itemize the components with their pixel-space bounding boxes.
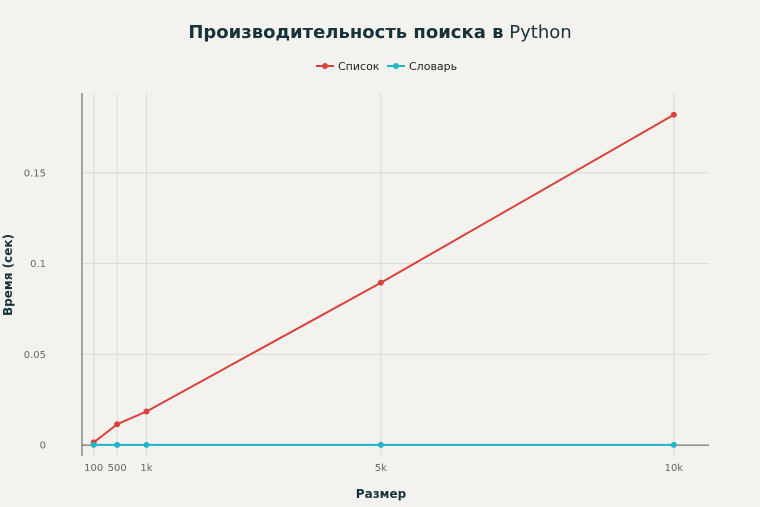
series-layer [90,111,677,448]
y-tick-label: 0.15 [24,168,46,179]
data-point [143,441,150,448]
chart-title: Производительность поиска в Python [188,22,571,43]
x-tick-label: 10k [665,463,684,474]
tick-labels: 100 500 1k 5k 10k 0 0.05 0.1 0.15 [24,168,684,474]
chart-title-normal: Python [509,22,571,43]
y-axis-title: Время (сек) [1,234,15,316]
y-tick-label: 0.05 [24,350,46,361]
data-point [90,441,97,448]
legend-marker [393,63,399,69]
series-line-1 [93,113,675,444]
grid [82,93,709,456]
x-axis-title: Размер [356,487,407,501]
x-tick-label: 1k [140,463,152,474]
data-point [670,111,677,118]
x-tick-label: 100 [84,463,103,474]
data-point [143,408,150,415]
chart-title-bold: Производительность поиска в [188,22,503,43]
x-tick-label: 5k [375,463,387,474]
legend: Список Словарь [316,60,457,73]
y-tick-label: 0.1 [30,259,46,270]
data-point [670,441,677,448]
data-point [114,421,121,428]
data-point [377,279,384,286]
y-tick-label: 0 [40,441,46,452]
x-tick-label: 500 [108,463,127,474]
legend-label: Словарь [409,60,457,73]
legend-label: Список [338,60,380,73]
data-point [114,441,121,448]
data-point [377,441,384,448]
legend-marker [322,63,328,69]
